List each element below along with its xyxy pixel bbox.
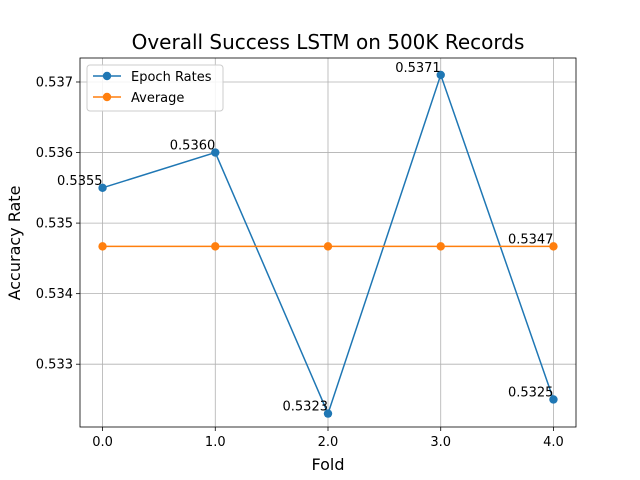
series-layer bbox=[98, 70, 558, 418]
x-tick-label: 1.0 bbox=[205, 435, 226, 450]
data-label: 0.5355 bbox=[57, 174, 103, 189]
data-point bbox=[549, 395, 558, 404]
y-axis-label: Accuracy Rate bbox=[5, 186, 24, 301]
data-labels: 0.5355 0.5360 0.5323 0.5371 0.5325 0.5347 bbox=[57, 61, 553, 415]
data-point bbox=[549, 242, 558, 251]
plot-frame bbox=[79, 57, 577, 428]
data-label: 0.5323 bbox=[283, 400, 329, 415]
x-tick-label: 0.0 bbox=[92, 435, 113, 450]
x-tick-label: 3.0 bbox=[430, 435, 451, 450]
y-tick-label: 0.533 bbox=[36, 358, 73, 373]
chart-title: Overall Success LSTM on 500K Records bbox=[132, 30, 525, 54]
data-point bbox=[211, 148, 220, 157]
data-point bbox=[98, 242, 107, 251]
legend-marker bbox=[102, 71, 112, 81]
y-tick-label: 0.537 bbox=[36, 75, 73, 90]
y-tick-label: 0.536 bbox=[36, 146, 73, 161]
x-tick-label: 2.0 bbox=[318, 435, 339, 450]
legend-entry: Epoch Rates bbox=[131, 70, 212, 85]
data-point bbox=[436, 70, 445, 80]
legend-marker bbox=[102, 92, 112, 102]
legend: Epoch Rates Average bbox=[86, 64, 224, 112]
y-tick-label: 0.535 bbox=[36, 217, 73, 232]
x-tick-label: 4.0 bbox=[543, 435, 564, 450]
data-label: 0.5347 bbox=[508, 232, 554, 247]
y-tick-label: 0.534 bbox=[36, 287, 73, 302]
data-point bbox=[211, 242, 220, 251]
data-point bbox=[436, 242, 445, 251]
data-point bbox=[323, 242, 333, 251]
data-point bbox=[98, 183, 107, 193]
data-label: 0.5360 bbox=[170, 139, 216, 154]
data-label: 0.5371 bbox=[395, 61, 441, 76]
x-axis-label: Fold bbox=[311, 455, 344, 474]
data-label: 0.5325 bbox=[508, 385, 554, 400]
data-point bbox=[323, 409, 333, 418]
axes: 0.0 1.0 2.0 3.0 4.0 0.533 0.534 0.535 0.536 0.537 bbox=[36, 57, 577, 450]
legend-entry: Average bbox=[131, 91, 184, 106]
